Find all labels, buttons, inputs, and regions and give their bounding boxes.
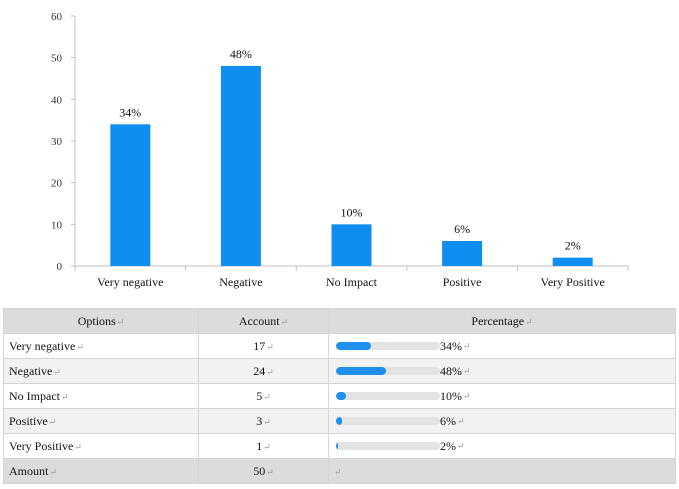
count-cell: 3↵ [198,408,329,434]
option-cell: Very negative↵ [3,333,199,359]
bar [552,257,593,266]
table-row: No Impact↵ 5↵ 10% ↵ [3,383,676,409]
percentage-cell: 6% ↵ [328,408,676,434]
header-options: Options↵ [3,308,199,334]
option-cell: Negative↵ [3,358,199,384]
option-cell: No Impact↵ [3,383,199,409]
bar [220,66,261,266]
percentage-cell: 2% ↵ [328,433,676,459]
x-axis: Very negative Negative No Impact Positive Ve… [74,265,629,289]
percentage-bar-fill [336,442,339,450]
header-percentage: Percentage↵ [328,308,676,334]
percentage-bar-fill [336,417,343,425]
y-tick-label: 50 [51,53,63,65]
y-tick-label: 60 [51,11,63,23]
table-row: Very Positive↵ 1↵ 2% ↵ [3,433,676,459]
percentage-bar-fill [336,367,386,375]
count-cell: 17↵ [198,333,329,359]
data-label: 10% [341,205,363,219]
data-label: 34% [119,105,141,119]
percentage-bar-track [336,442,440,450]
footer-count: 50↵ [198,458,329,484]
bar-chart: 0 10 20 30 40 50 60 Very negative Negative No Im… [51,11,629,289]
table-row: Positive↵ 3↵ 6% ↵ [3,408,676,434]
percentage-value: 6% [440,413,456,428]
option-cell: Positive↵ [3,408,199,434]
x-category-label: Very negative [97,275,163,289]
percentage-bar-fill [336,342,372,350]
header-account: Account↵ [198,308,329,334]
count-cell: 1↵ [198,433,329,459]
y-axis: 0 10 20 30 40 50 60 [51,11,76,273]
data-label: 48% [230,47,252,61]
data-label: 2% [565,239,581,253]
y-tick-label: 20 [51,178,63,190]
table-row: Very negative↵ 17↵ 34% ↵ [3,333,676,359]
percentage-cell: 48% ↵ [328,358,676,384]
percentage-value: 2% [440,438,456,453]
x-category-label: Very Positive [541,275,605,289]
percentage-value: 10% [440,388,462,403]
percentage-bar-track [336,367,440,375]
table-header-row: Options↵ Account↵ Percentage↵ [3,308,676,334]
percentage-value: 34% [440,338,462,353]
bar [331,224,372,266]
percentage-bar-track [336,342,440,350]
percentage-cell: 34% ↵ [328,333,676,359]
percentage-bar-track [336,392,440,400]
y-tick-label: 40 [51,94,63,106]
bar-series [110,66,593,266]
data-label: 6% [454,222,470,236]
y-tick-label: 30 [51,136,63,148]
option-cell: Very Positive↵ [3,433,199,459]
table-row: Negative↵ 24↵ 48% ↵ [3,358,676,384]
table-footer-row: Amount↵ 50↵ ↵ [3,458,676,484]
footer-label: Amount↵ [3,458,199,484]
data-labels: 34% 48% 10% 6% 2% [119,47,580,253]
bar [442,241,483,266]
percentage-cell: 10% ↵ [328,383,676,409]
results-table: Options↵ Account↵ Percentage↵ Very negat… [3,308,676,484]
x-category-label: No Impact [326,275,378,289]
count-cell: 24↵ [198,358,329,384]
x-category-label: Positive [443,275,482,289]
y-tick-label: 10 [51,219,63,231]
footer-percentage: ↵ [328,458,676,484]
bar [110,124,151,266]
y-tick-label: 0 [57,261,63,273]
x-category-label: Negative [219,275,262,289]
percentage-bar-track [336,417,440,425]
percentage-bar-fill [336,392,347,400]
percentage-value: 48% [440,363,462,378]
count-cell: 5↵ [198,383,329,409]
